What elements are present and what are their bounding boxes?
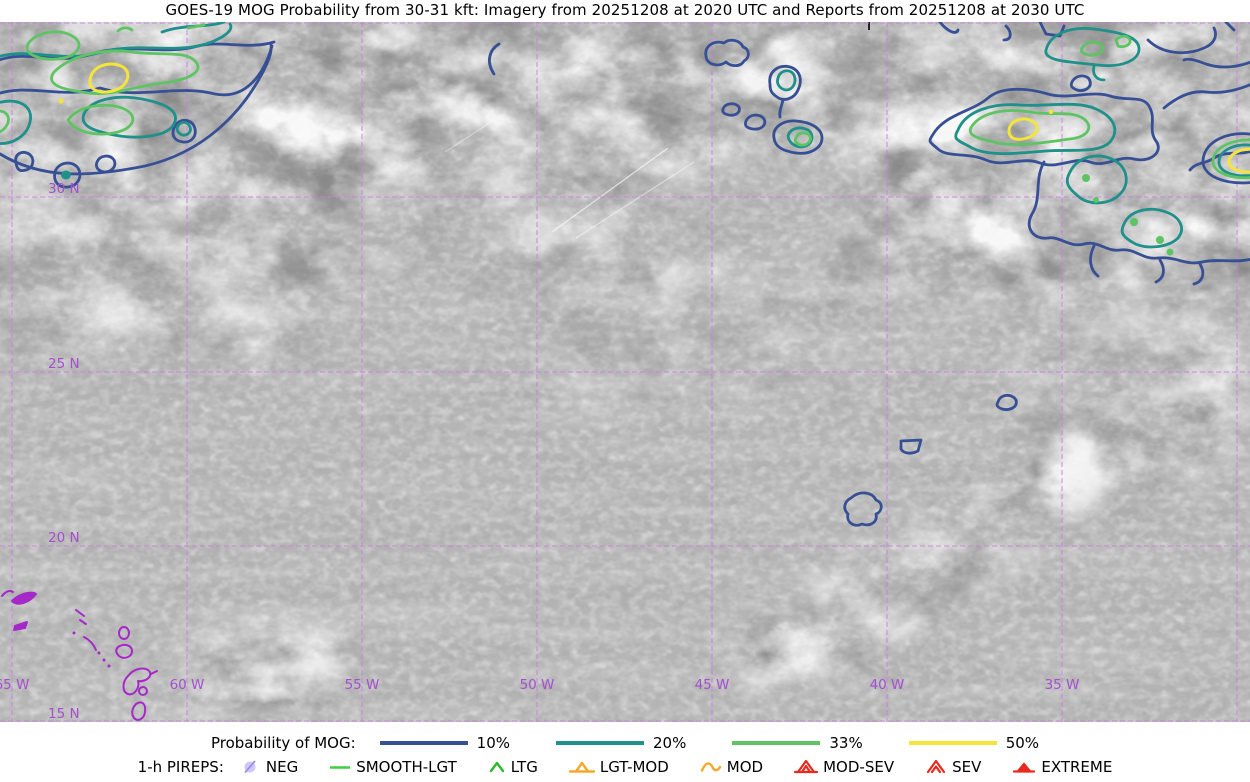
lon-label-55w: 55 W <box>345 677 380 693</box>
contour-33pct <box>0 23 1250 180</box>
pirep-label-lgt-mod: LGT-MOD <box>599 758 669 776</box>
mod-hump-icon <box>700 762 721 772</box>
lon-label-45w: 45 W <box>695 677 730 693</box>
contour-20pct-cores <box>61 170 71 180</box>
latlon-gridlines <box>0 22 1250 722</box>
mog-label-10pct: 10% <box>476 734 511 752</box>
extreme-filled-triangle-icon <box>1013 762 1036 773</box>
pirep-item-neg: NEG <box>240 758 298 776</box>
contrail-streaks <box>444 119 695 239</box>
lat-label-30n: 30 N <box>48 181 80 197</box>
mog-line-20pct-swatch <box>556 740 645 746</box>
lat-label-20n: 20 N <box>48 530 80 546</box>
mog-legend-item-20: 20% <box>556 734 686 752</box>
neg-circle-slash-icon <box>244 760 256 774</box>
pirep-label-smooth-lgt: SMOOTH-LGT <box>356 758 457 776</box>
pirep-label-extreme: EXTREME <box>1041 758 1113 776</box>
lgt-mod-triangle-icon <box>568 761 596 773</box>
figure-title: GOES-19 MOG Probability from 30-31 kft: … <box>165 1 1085 19</box>
island-coastlines <box>1 590 158 721</box>
pireps-legend-title: 1-h PIREPS: <box>137 758 224 776</box>
pirep-label-mod-sev: MOD-SEV <box>823 758 895 776</box>
mog-label-50pct: 50% <box>1005 734 1040 752</box>
sev-double-caret-icon <box>926 759 946 774</box>
pirep-item-extreme: EXTREME <box>1011 758 1112 776</box>
pireps-legend: 1-h PIREPS: NEG SMOOTH-LGT LTG LGT-M <box>0 756 1250 778</box>
mog-line-10pct-swatch <box>379 740 468 746</box>
lat-label-15n: 15 N <box>48 706 80 722</box>
lon-label-50w: 50 W <box>520 677 555 693</box>
pirep-item-mod-sev: MOD-SEV <box>793 758 894 776</box>
contour-33pct-cores <box>1082 174 1174 256</box>
mog-label-20pct: 20% <box>653 734 687 752</box>
mog-legend-item-33: 33% <box>732 734 863 752</box>
contour-10pct <box>0 22 1250 527</box>
mog-legend-item-10: 10% <box>379 734 511 752</box>
lon-label-60w: 60 W <box>170 677 205 693</box>
mog-legend-item-50: 50% <box>908 734 1040 752</box>
smooth-lgt-line-icon <box>330 766 351 769</box>
lat-label-25n: 25 N <box>48 356 80 372</box>
lon-label-65w: 65 W <box>0 677 29 693</box>
mog-line-33pct-swatch <box>732 740 821 746</box>
pirep-label-sev: SEV <box>952 758 982 776</box>
gridline-labels: 65 W 60 W 55 W 50 W 45 W 40 W 35 W 30 N … <box>0 181 1079 722</box>
mog-probability-legend: Probability of MOG: 10% 20% 33% 50% <box>0 732 1250 754</box>
lon-label-35w: 35 W <box>1045 677 1080 693</box>
pirep-label-mod: MOD <box>726 758 764 776</box>
mod-sev-triangle-caret-icon <box>794 759 819 774</box>
ltg-caret-icon <box>489 761 504 773</box>
pirep-item-mod: MOD <box>699 758 763 776</box>
contour-50pct-dots <box>58 98 1054 115</box>
pirep-item-sev: SEV <box>924 758 981 776</box>
contour-50pct <box>88 62 1250 174</box>
pirep-item-smooth-lgt: SMOOTH-LGT <box>328 758 457 776</box>
pirep-item-lgt-mod: LGT-MOD <box>568 758 669 776</box>
mog-label-33pct: 33% <box>829 734 863 752</box>
mog-legend-title: Probability of MOG: <box>210 734 356 752</box>
pirep-label-ltg: LTG <box>510 758 538 776</box>
pirep-label-neg: NEG <box>265 758 299 776</box>
mog-line-50pct-swatch <box>908 740 997 746</box>
pirep-item-ltg: LTG <box>487 758 538 776</box>
lon-label-40w: 40 W <box>870 677 905 693</box>
contour-20pct <box>0 22 1250 249</box>
